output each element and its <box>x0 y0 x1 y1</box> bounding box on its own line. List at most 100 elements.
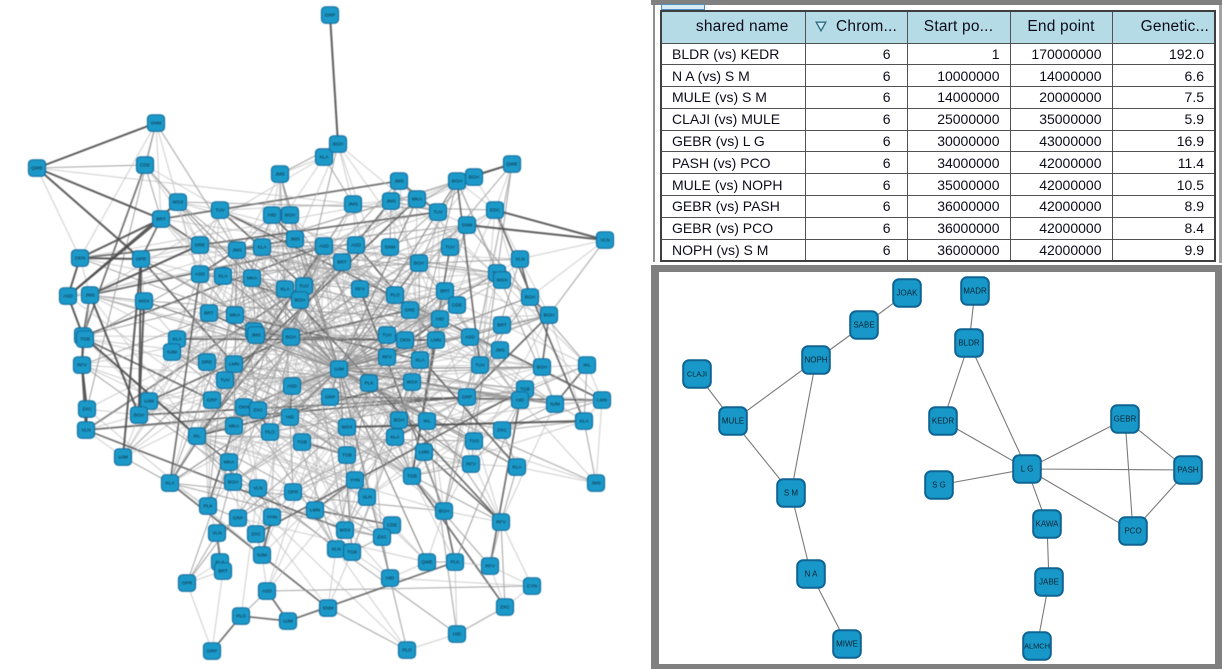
svg-text:HID: HID <box>386 576 395 582</box>
svg-text:CLAJI: CLAJI <box>687 370 707 379</box>
svg-text:IKL: IKL <box>193 434 201 440</box>
svg-text:ZXC: ZXC <box>497 428 507 434</box>
svg-text:JMS: JMS <box>85 293 95 299</box>
svg-text:PASH: PASH <box>1177 466 1198 475</box>
svg-text:KLA: KLA <box>579 419 589 425</box>
svg-text:ASD: ASD <box>319 244 329 250</box>
svg-text:NJM: NJM <box>167 350 177 356</box>
svg-text:UJM: UJM <box>283 619 293 625</box>
svg-text:JMS: JMS <box>394 179 404 185</box>
svg-text:GRP: GRP <box>462 395 472 401</box>
svg-text:OPR: OPR <box>136 257 147 263</box>
svg-text:L G: L G <box>1021 465 1034 474</box>
svg-text:SNM: SNM <box>462 223 473 229</box>
svg-text:MKA: MKA <box>247 276 258 282</box>
svg-text:PCO: PCO <box>1124 527 1141 536</box>
svg-text:WSX: WSX <box>173 200 185 206</box>
svg-text:GRP: GRP <box>207 649 217 655</box>
svg-text:CDE: CDE <box>452 303 462 309</box>
svg-text:BGH: BGH <box>537 365 548 371</box>
svg-text:QWE: QWE <box>31 166 42 172</box>
svg-text:RFV: RFV <box>496 520 506 526</box>
svg-text:ALMCH: ALMCH <box>1024 642 1050 651</box>
svg-text:MKA: MKA <box>230 313 241 319</box>
svg-text:ZXC: ZXC <box>253 408 263 414</box>
svg-text:KLA: KLA <box>165 481 175 487</box>
svg-text:BGH: BGH <box>228 480 239 486</box>
svg-text:NOPH: NOPH <box>804 356 827 365</box>
svg-text:OKN: OKN <box>239 405 250 411</box>
svg-text:TUV: TUV <box>382 333 392 339</box>
svg-text:BGH: BGH <box>134 413 145 419</box>
svg-text:JMS: JMS <box>386 199 396 205</box>
svg-text:VLN: VLN <box>515 257 525 263</box>
svg-text:YHN: YHN <box>267 515 278 521</box>
svg-text:PLO: PLO <box>390 293 400 299</box>
svg-text:JMS: JMS <box>290 237 300 243</box>
svg-text:DRE: DRE <box>195 243 205 249</box>
svg-text:BGH: BGH <box>333 142 344 148</box>
svg-text:SABE: SABE <box>853 321 874 330</box>
svg-text:CDE: CDE <box>387 523 397 529</box>
svg-text:UJM: UJM <box>144 399 154 405</box>
svg-text:JMS: JMS <box>495 348 505 354</box>
svg-text:KLA: KLA <box>257 245 267 251</box>
svg-text:TUV: TUV <box>433 210 443 216</box>
svg-text:BGH: BGH <box>414 261 425 267</box>
svg-text:JOAK: JOAK <box>897 289 919 298</box>
svg-text:CDE: CDE <box>140 163 150 169</box>
svg-text:SNM: SNM <box>323 606 334 612</box>
svg-text:GRP: GRP <box>207 398 217 404</box>
svg-text:GEBR: GEBR <box>1114 415 1137 424</box>
svg-text:JMS: JMS <box>251 333 261 339</box>
svg-text:BGH: BGH <box>469 175 480 181</box>
svg-text:KLA: KLA <box>390 435 400 441</box>
svg-text:ASD: ASD <box>262 589 272 595</box>
svg-text:WSX: WSX <box>342 425 354 431</box>
svg-text:GRP: GRP <box>325 13 335 19</box>
svg-text:VLN: VLN <box>600 238 610 244</box>
svg-text:BRT: BRT <box>440 289 450 295</box>
svg-text:BLDR: BLDR <box>958 339 980 348</box>
svg-text:BRT: BRT <box>337 260 347 266</box>
svg-text:KLA: KLA <box>172 337 182 343</box>
svg-text:DRE: DRE <box>405 308 415 314</box>
svg-text:JMS: JMS <box>275 172 285 178</box>
svg-text:HID: HID <box>286 415 295 421</box>
svg-text:BGH: BGH <box>544 313 555 319</box>
svg-text:MULE: MULE <box>722 417 744 426</box>
svg-text:YHN: YHN <box>350 478 361 484</box>
svg-text:ASD: ASD <box>351 243 361 249</box>
svg-text:N A: N A <box>805 570 819 579</box>
svg-text:VLN: VLN <box>212 531 222 537</box>
svg-text:OPR: OPR <box>182 581 193 587</box>
svg-text:CYN: CYN <box>527 584 538 590</box>
svg-text:RFV: RFV <box>485 564 495 570</box>
svg-text:ASD: ASD <box>287 384 297 390</box>
svg-text:IKL: IKL <box>583 363 591 369</box>
svg-text:MADR: MADR <box>963 287 987 296</box>
svg-text:HID: HID <box>268 213 277 219</box>
svg-text:LMN: LMN <box>431 338 442 344</box>
svg-text:IKL: IKL <box>423 419 431 425</box>
svg-text:JMS: JMS <box>232 248 242 254</box>
svg-text:KLA: KLA <box>280 287 290 293</box>
svg-text:MKA: MKA <box>229 424 240 430</box>
svg-text:NJM: NJM <box>257 553 267 559</box>
svg-text:HID: HID <box>436 317 445 323</box>
svg-text:DRE: DRE <box>202 360 212 366</box>
svg-text:EDC: EDC <box>490 208 501 214</box>
svg-text:LMN: LMN <box>419 450 430 456</box>
svg-text:MIWE: MIWE <box>836 640 858 649</box>
svg-text:RFV: RFV <box>382 355 392 361</box>
svg-text:BGH: BGH <box>525 295 536 301</box>
svg-text:S G: S G <box>932 481 946 490</box>
svg-text:PLK: PLK <box>203 504 213 510</box>
svg-text:MKA: MKA <box>224 460 235 466</box>
svg-text:WSX: WSX <box>139 299 151 305</box>
svg-text:NJM: NJM <box>550 402 560 408</box>
svg-text:BRT: BRT <box>204 311 214 317</box>
svg-text:RFV: RFV <box>77 363 87 369</box>
svg-text:BRT: BRT <box>156 217 166 223</box>
svg-text:SNM: SNM <box>385 245 396 251</box>
